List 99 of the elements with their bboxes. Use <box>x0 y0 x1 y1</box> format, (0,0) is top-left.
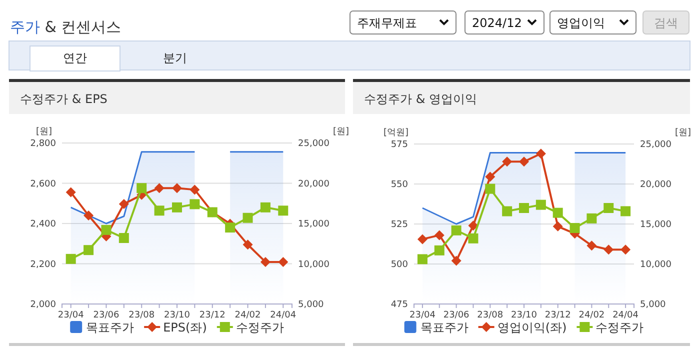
point <box>570 223 580 233</box>
y2-axis-title: [원] <box>332 127 350 137</box>
point <box>66 187 76 198</box>
y2-tick-label: 5,000 <box>298 300 324 310</box>
point <box>260 202 270 212</box>
point <box>242 212 253 223</box>
y-tick-label: 2,800 <box>30 139 56 149</box>
x-tick-label: 23/12 <box>199 310 226 320</box>
point <box>242 240 253 250</box>
text: 2024/12 <box>472 16 522 30</box>
point <box>260 256 270 267</box>
point <box>536 200 546 210</box>
legend-label: 수정주가 <box>236 320 284 334</box>
x-tick-label: 23/10 <box>511 310 538 320</box>
chart-title: 수정주가 & EPS <box>20 92 108 106</box>
y-tick-label: 500 <box>390 260 408 270</box>
point <box>620 244 631 255</box>
point <box>451 256 462 266</box>
x-tick-label: 24/04 <box>270 310 296 320</box>
point <box>620 206 631 216</box>
point <box>519 156 529 167</box>
point <box>154 183 164 194</box>
point <box>485 172 496 182</box>
chart-title: 수정주가 & 영업이익 <box>364 92 477 106</box>
y2-tick-label: 20,000 <box>298 179 330 190</box>
legend-label: 목표주가 <box>420 320 468 334</box>
point <box>66 254 76 264</box>
legend-label: 수정주가 <box>596 320 644 334</box>
point <box>468 233 478 244</box>
text: 주가 & 컨센서스 <box>10 18 122 36</box>
x-tick-label: 23/08 <box>477 310 504 320</box>
y2-tick-label: 5,000 <box>640 300 666 310</box>
point <box>502 156 512 167</box>
y2-tick-label: 10,000 <box>640 260 672 270</box>
y-tick-label: 2,000 <box>30 300 56 310</box>
y-tick-label: 2,600 <box>30 179 56 190</box>
text: 연간 <box>63 51 87 65</box>
point <box>136 183 147 194</box>
point <box>604 244 614 255</box>
point <box>586 240 597 251</box>
point <box>434 245 444 256</box>
point <box>552 221 563 232</box>
text: 분기 <box>163 51 187 65</box>
legend-label: EPS(좌) <box>163 320 207 334</box>
point <box>154 206 164 216</box>
x-tick-label: 23/10 <box>164 310 190 320</box>
y2-tick-label: 15,000 <box>298 220 330 230</box>
y2-tick-label: 10,000 <box>298 260 330 270</box>
y-tick-label: 575 <box>390 140 408 150</box>
x-tick-label: 24/02 <box>234 310 261 320</box>
x-tick-label: 23/06 <box>443 310 470 320</box>
point <box>485 184 496 194</box>
y2-tick-label: 20,000 <box>640 180 672 190</box>
y-axis-title: [억원] <box>383 128 409 138</box>
y2-tick-label: 25,000 <box>298 139 330 149</box>
point <box>172 183 182 194</box>
point <box>519 203 529 213</box>
point <box>468 220 478 231</box>
point <box>118 232 129 243</box>
point <box>604 203 614 213</box>
y-axis-title: [원] <box>36 127 52 137</box>
x-tick-label: 24/04 <box>612 310 639 320</box>
point <box>225 222 236 233</box>
y-tick-label: 2,400 <box>30 220 56 230</box>
point <box>84 210 94 220</box>
point <box>190 199 200 210</box>
point <box>536 148 546 159</box>
point <box>278 256 288 267</box>
point <box>586 213 597 224</box>
point <box>434 230 444 240</box>
point <box>101 224 112 235</box>
text: 주재무제표 <box>357 16 417 30</box>
legend-label: 목표주가 <box>86 320 134 334</box>
y-tick-label: 525 <box>390 220 408 230</box>
y-tick-label: 550 <box>390 180 408 190</box>
point <box>552 208 563 218</box>
point <box>278 206 288 216</box>
y2-tick-label: 25,000 <box>640 140 672 150</box>
point <box>172 202 182 212</box>
point <box>502 206 512 216</box>
point <box>417 234 428 244</box>
y-tick-label: 2,200 <box>30 260 56 270</box>
point <box>84 245 94 256</box>
y2-axis-title: [원] <box>674 128 692 138</box>
point <box>417 254 428 264</box>
x-tick-label: 23/06 <box>93 310 120 320</box>
legend-label: 영업이익(좌) <box>497 320 567 334</box>
point <box>118 198 129 209</box>
text: 영업이익 <box>557 16 605 30</box>
y2-tick-label: 15,000 <box>640 220 672 230</box>
point <box>451 225 462 236</box>
point <box>190 184 200 195</box>
x-tick-label: 23/12 <box>544 310 571 320</box>
text: 검색 <box>654 16 678 30</box>
x-tick-label: 24/02 <box>578 310 605 320</box>
x-tick-label: 23/04 <box>58 310 84 320</box>
x-tick-label: 23/04 <box>409 310 436 320</box>
x-tick-label: 23/08 <box>128 310 155 320</box>
y-tick-label: 475 <box>390 300 408 310</box>
